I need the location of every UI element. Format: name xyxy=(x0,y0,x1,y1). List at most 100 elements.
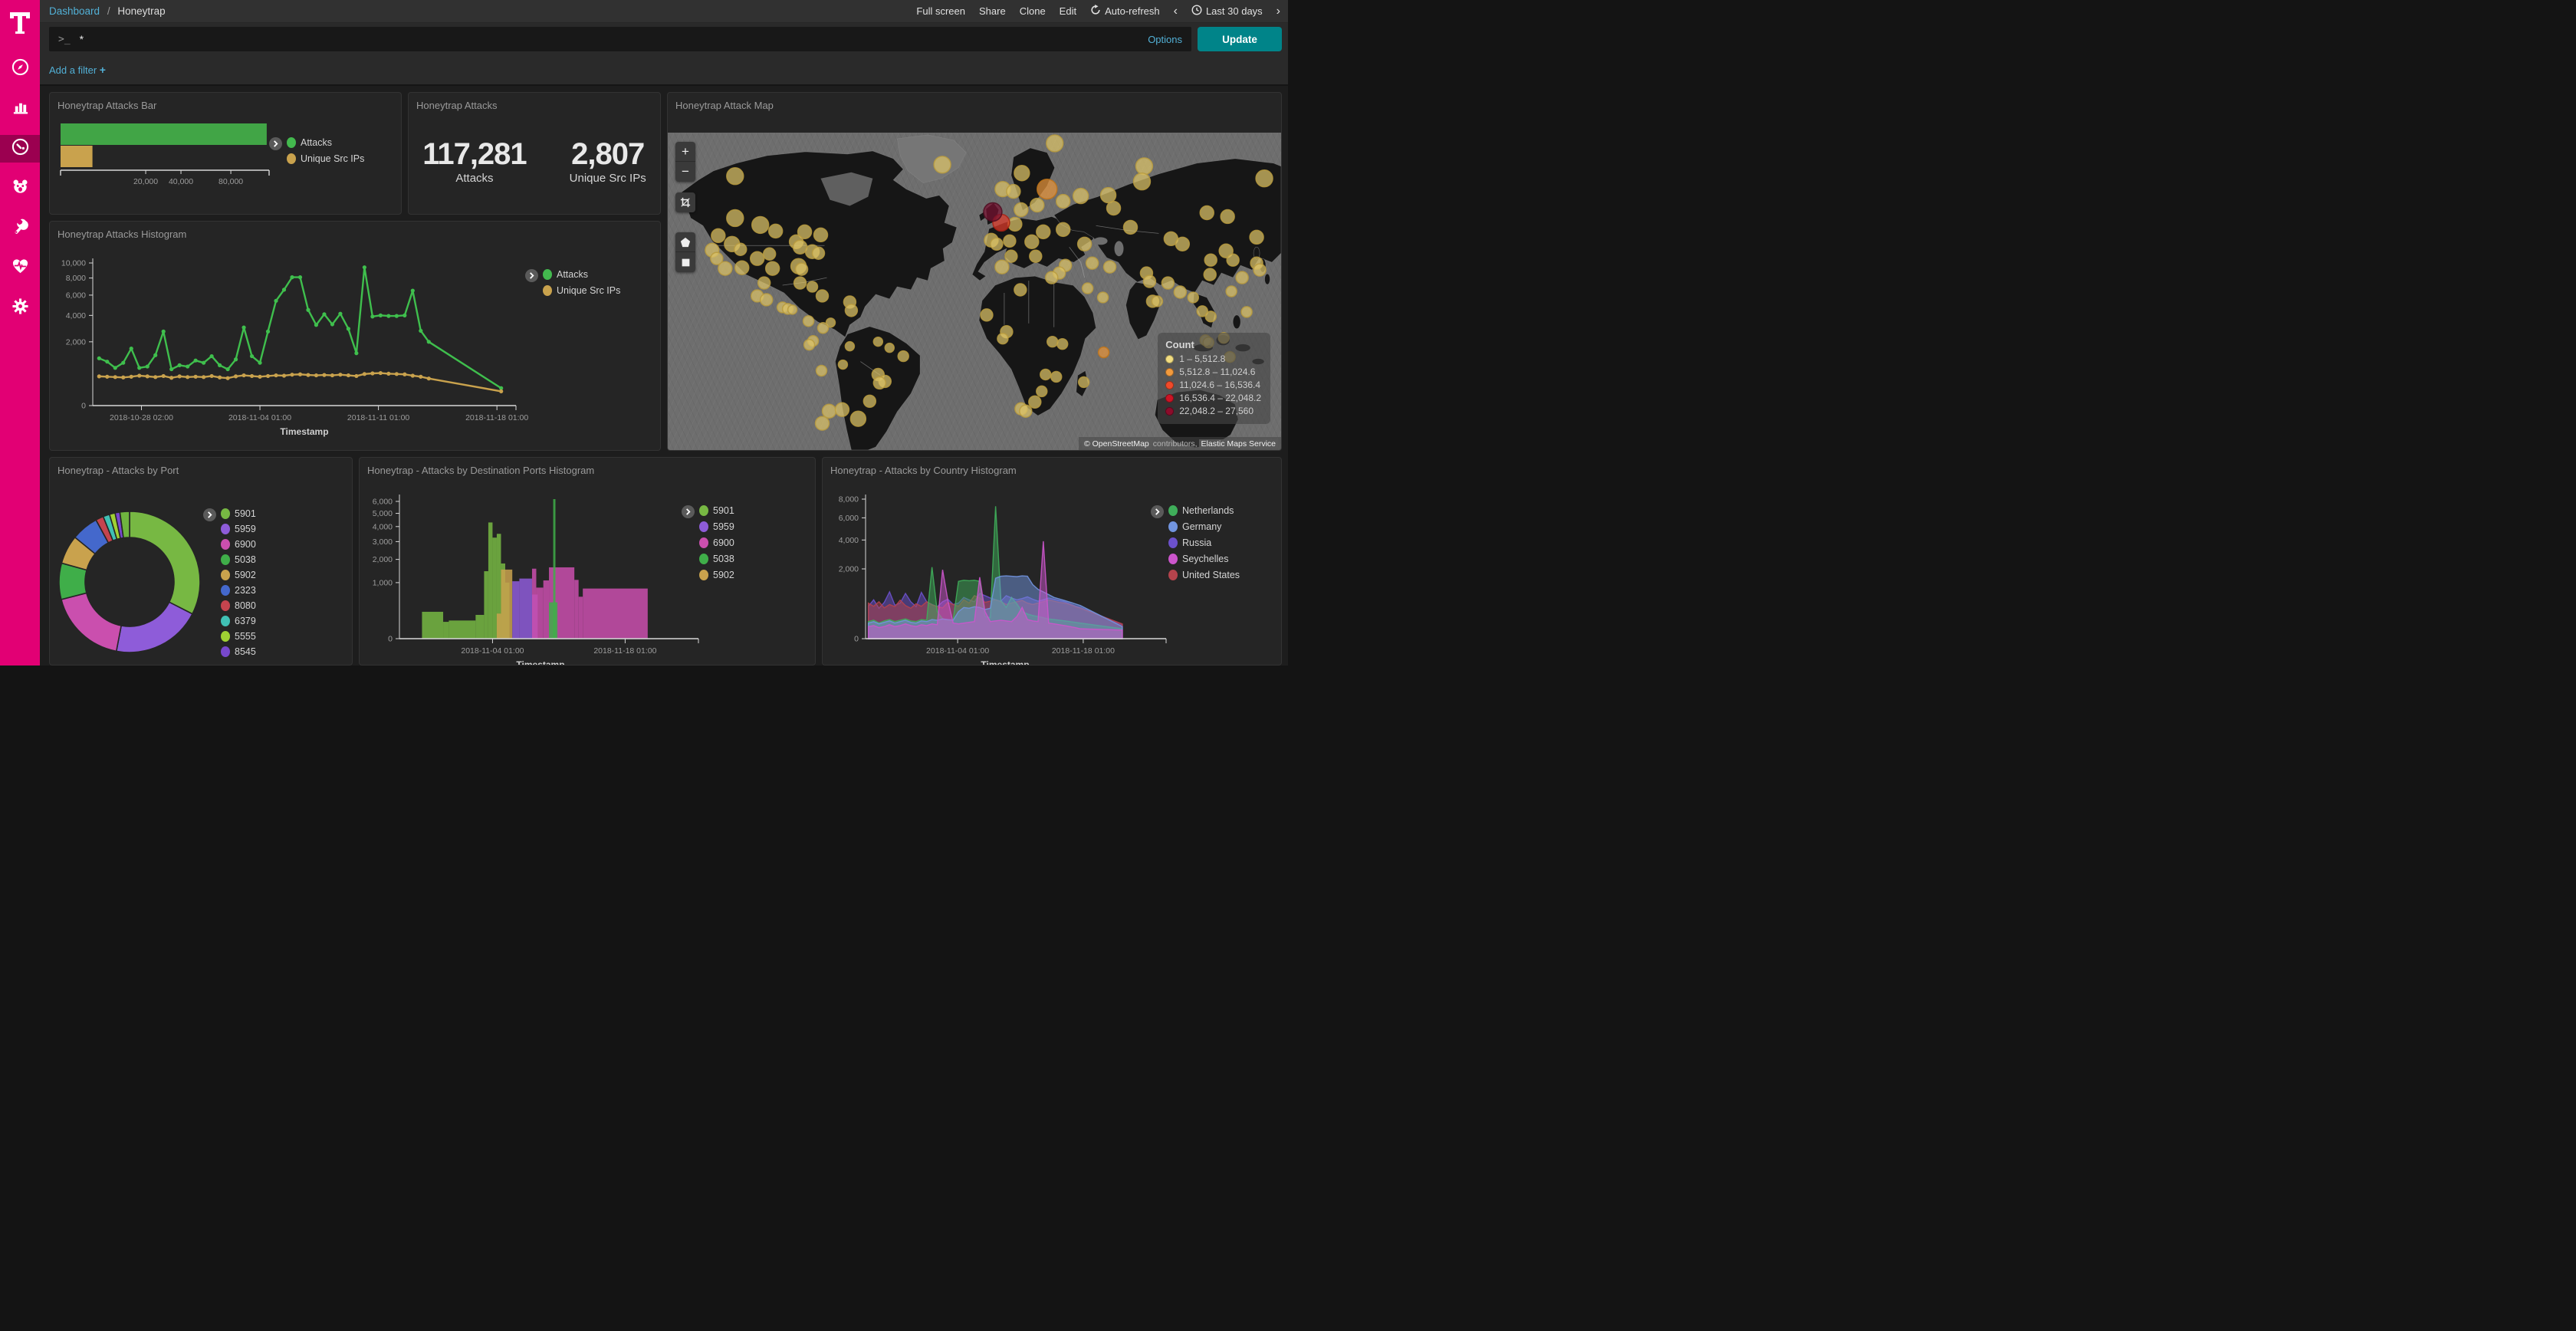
plus-icon: + xyxy=(99,64,106,76)
sidebar-item-dev-tools[interactable] xyxy=(0,215,40,242)
attack-bubbles-layer[interactable] xyxy=(668,133,1281,450)
legend-item[interactable]: 5959 xyxy=(699,521,734,532)
metric-value: 2,807 xyxy=(571,137,645,171)
options-link[interactable]: Options xyxy=(1148,33,1182,45)
legend-series-dot xyxy=(699,570,708,580)
svg-text:1,000: 1,000 xyxy=(373,578,393,587)
sidebar-item-discover[interactable] xyxy=(0,55,40,83)
breadcrumb-dashboard-link[interactable]: Dashboard xyxy=(49,5,100,17)
full-screen-button[interactable]: Full screen xyxy=(916,5,965,17)
zoom-out-button[interactable]: − xyxy=(682,164,689,179)
legend-series-label: Unique Src IPs xyxy=(557,285,621,296)
attacks-histogram-legend: Attacks Unique Src IPs xyxy=(525,269,620,296)
legend-series-label: 2323 xyxy=(235,585,256,596)
legend-series-dot xyxy=(287,153,296,164)
legend-toggle-icon[interactable] xyxy=(269,137,282,150)
attack-bubble xyxy=(994,259,1010,274)
legend-series-dot xyxy=(221,631,230,642)
world-map[interactable]: + − Count 1 – 5,512.8 5,512.8 – 11,024.6 1… xyxy=(668,133,1281,450)
attack-bubble xyxy=(997,332,1009,345)
legend-item[interactable]: Germany xyxy=(1168,521,1240,532)
legend-item[interactable]: 6900 xyxy=(221,539,256,550)
attack-bubble xyxy=(1151,295,1164,307)
update-button[interactable]: Update xyxy=(1198,27,1282,51)
attack-bubble xyxy=(1029,249,1043,263)
edit-button[interactable]: Edit xyxy=(1059,5,1077,17)
legend-toggle-icon[interactable] xyxy=(525,269,538,282)
dest-ports-legend: 5901 5959 6900 5038 5902 xyxy=(682,505,734,580)
legend-item[interactable]: 5902 xyxy=(699,570,734,580)
metric-value: 117,281 xyxy=(422,137,527,171)
draw-rectangle-button[interactable] xyxy=(675,252,695,272)
legend-item[interactable]: 5959 xyxy=(221,524,256,534)
legend-item[interactable]: Unique Src IPs xyxy=(543,285,620,296)
country-histogram-chart[interactable]: 0 2,000 4,000 6,000 8,000 2018-11-04 01:00 201… xyxy=(823,458,1282,666)
attacks-histogram-chart[interactable]: 0 2,000 4,000 6,000 8,000 10,000 2018-10-28 02… xyxy=(50,222,661,451)
legend-toggle-icon[interactable] xyxy=(682,505,695,518)
svg-text:4,000: 4,000 xyxy=(373,522,393,531)
attack-bubble xyxy=(806,281,819,293)
sidebar-item-monitoring[interactable] xyxy=(0,255,40,282)
time-range-button[interactable]: Last 30 days xyxy=(1191,5,1263,18)
zoom-in-button[interactable]: + xyxy=(675,142,695,162)
time-back-button[interactable]: ‹ xyxy=(1173,4,1178,18)
sidebar-item-management[interactable] xyxy=(0,294,40,322)
attacks-by-port-donut[interactable] xyxy=(50,458,353,666)
add-filter-button[interactable]: Add a filter + xyxy=(49,64,106,76)
legend-item[interactable]: United States xyxy=(1168,570,1240,580)
legend-item[interactable]: Netherlands xyxy=(1168,505,1240,516)
attack-bubble xyxy=(821,403,837,419)
legend-item[interactable]: 5038 xyxy=(699,554,734,564)
legend-item[interactable]: Russia xyxy=(1168,537,1240,548)
sidebar-item-dashboard[interactable] xyxy=(0,135,40,163)
query-value[interactable]: * xyxy=(79,33,84,45)
legend-item[interactable]: 5038 xyxy=(221,554,256,565)
panel-title: Honeytrap Attacks Histogram xyxy=(58,228,187,240)
sidebar-item-apm[interactable] xyxy=(0,175,40,202)
attacks-bar-chart[interactable]: 20,000 40,000 80,000 xyxy=(50,93,402,215)
t-mobile-logo[interactable] xyxy=(0,3,40,43)
panel-title: Honeytrap Attacks Bar xyxy=(58,100,157,111)
legend-item[interactable]: Unique Src IPs xyxy=(287,153,364,164)
legend-item[interactable]: Attacks xyxy=(287,137,364,148)
legend-toggle-icon[interactable] xyxy=(1151,505,1164,518)
legend-item[interactable]: 6379 xyxy=(221,616,256,626)
panel-attacks-bar: Honeytrap Attacks Bar 20,000 40,000 80,000… xyxy=(49,92,402,215)
dest-ports-histogram-chart[interactable]: 0 1,000 2,000 3,000 4,000 5,000 6,000 2018-11-0… xyxy=(360,458,816,666)
legend-item[interactable]: Attacks xyxy=(543,269,620,280)
legend-toggle-icon[interactable] xyxy=(203,508,216,521)
svg-text:2,000: 2,000 xyxy=(66,337,86,347)
svg-text:0: 0 xyxy=(81,402,86,411)
legend-item[interactable]: 5901 xyxy=(699,505,734,516)
query-prompt-icon: >_ xyxy=(58,33,71,45)
legend-item[interactable]: 5555 xyxy=(221,631,256,642)
legend-series-dot xyxy=(1168,537,1178,548)
attack-bubble xyxy=(1036,385,1048,398)
legend-item[interactable]: 5902 xyxy=(221,570,256,580)
auto-refresh-button[interactable]: Auto-refresh xyxy=(1090,5,1160,18)
legend-item[interactable]: 6900 xyxy=(699,537,734,548)
clone-button[interactable]: Clone xyxy=(1019,5,1046,17)
legend-item[interactable]: 5901 xyxy=(221,508,256,519)
search-input[interactable]: >_ * Options xyxy=(49,27,1191,51)
legend-series-dot xyxy=(699,537,708,548)
svg-text:2,000: 2,000 xyxy=(373,555,393,564)
legend-item[interactable]: 8545 xyxy=(221,646,256,657)
attack-bubble xyxy=(718,261,733,276)
panel-attacks-metric: Honeytrap Attacks 117,281 Attacks 2,807 … xyxy=(408,92,661,215)
legend-series-dot xyxy=(1168,570,1178,580)
legend-item[interactable]: Seychelles xyxy=(1168,554,1240,564)
attack-bubble xyxy=(787,304,798,315)
svg-text:2,000: 2,000 xyxy=(839,565,859,574)
svg-text:4,000: 4,000 xyxy=(839,536,859,545)
time-forward-button[interactable]: › xyxy=(1276,4,1280,18)
sidebar-item-visualize[interactable] xyxy=(0,95,40,123)
svg-text:10,000: 10,000 xyxy=(61,259,86,268)
legend-item[interactable]: 8080 xyxy=(221,600,256,611)
draw-polygon-button[interactable] xyxy=(675,232,695,252)
share-button[interactable]: Share xyxy=(979,5,1006,17)
fit-data-bounds-button[interactable] xyxy=(675,192,695,212)
attack-bubble xyxy=(1055,193,1071,209)
legend-item[interactable]: 2323 xyxy=(221,585,256,596)
attack-bubble xyxy=(816,322,830,334)
